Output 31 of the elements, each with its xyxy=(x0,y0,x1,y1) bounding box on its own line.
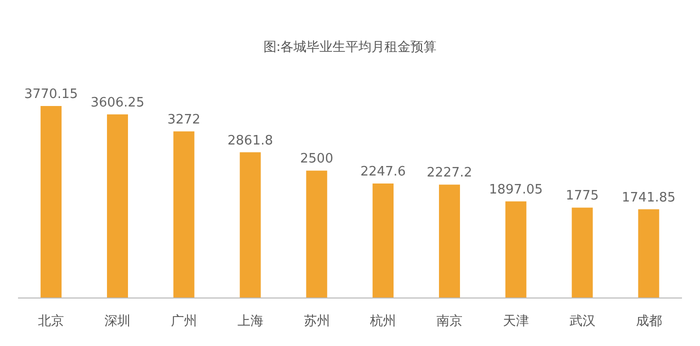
chart-title: 图:各城毕业生平均月租金预算 xyxy=(262,39,438,57)
data-label: 2227.2 xyxy=(426,166,472,181)
x-tick-label: 北京 xyxy=(38,314,64,330)
data-label: 1897.05 xyxy=(488,182,543,198)
bar xyxy=(572,208,593,298)
bar xyxy=(638,209,660,298)
bar xyxy=(306,170,328,298)
x-tick-label: 杭州 xyxy=(369,314,396,330)
bar xyxy=(240,152,261,298)
data-label: 1741.85 xyxy=(622,190,676,206)
bar xyxy=(173,131,194,298)
bar xyxy=(372,184,394,298)
x-tick-label: 上海 xyxy=(237,314,264,330)
data-label: 3606.25 xyxy=(90,95,144,110)
data-label: 2247.6 xyxy=(360,164,406,180)
data-label: 3770.15 xyxy=(24,87,78,102)
data-label: 2861.8 xyxy=(228,133,274,148)
bar xyxy=(438,184,460,298)
x-tick-label: 深圳 xyxy=(104,314,131,330)
x-tick-label: 南京 xyxy=(436,314,463,330)
data-label: 3272 xyxy=(167,112,200,128)
bar xyxy=(505,201,526,298)
x-tick-label: 武汉 xyxy=(569,314,596,330)
x-tick-label: 苏州 xyxy=(304,314,330,330)
data-label: 2500 xyxy=(300,152,334,167)
x-tick-label: 广州 xyxy=(171,314,197,330)
x-tick-label: 成都 xyxy=(636,314,662,330)
bar xyxy=(40,106,62,298)
x-tick-label: 天津 xyxy=(503,314,529,330)
data-label: 1775 xyxy=(566,188,599,204)
bar xyxy=(106,114,128,298)
